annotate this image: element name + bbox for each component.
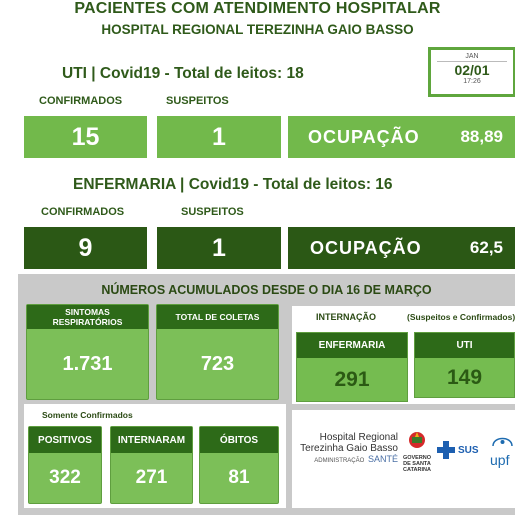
obitos-label: ÓBITOS <box>200 427 278 453</box>
internaram-value: 271 <box>135 467 168 488</box>
date-value: 02/01 <box>454 62 490 78</box>
gov-line3: CATARINA <box>403 467 431 473</box>
logos-panel <box>292 410 515 508</box>
admin-label: ADMINISTRAÇÃO <box>314 458 365 464</box>
page-title: PACIENTES COM ATENDIMENTO HOSPITALAR <box>74 0 441 17</box>
susp-conf-label: (Suspeitos e Confirmados) <box>407 312 515 322</box>
uti-confirmados-label: CONFIRMADOS <box>39 95 123 107</box>
gov-sc-emblem-icon <box>409 432 425 448</box>
page-subtitle: HOSPITAL REGIONAL TEREZINHA GAIO BASSO <box>101 22 414 37</box>
internacao-label: INTERNAÇÃO <box>316 312 376 322</box>
internacao-enfermaria-label: ENFERMARIA <box>297 333 407 358</box>
date-widget: JAN 02/01 17:26 <box>428 47 515 97</box>
enf-suspeitos-box: 1 <box>157 227 281 269</box>
sante-label: SANTÉ <box>367 454 398 464</box>
internaram-label: INTERNARAM <box>111 427 192 453</box>
enf-confirmados-label: CONFIRMADOS <box>41 206 125 218</box>
gov-line1: GOVERNO <box>402 455 432 461</box>
hospital-logo-line1: Hospital Regional <box>319 432 398 443</box>
gov-sc-logo: GOVERNO DE SANTA CATARINA <box>399 430 435 473</box>
internacao-enfermaria-card: ENFERMARIA 291 <box>296 332 408 402</box>
enf-suspeitos-label: SUSPEITOS <box>181 206 244 218</box>
enf-ocupacao-label: OCUPAÇÃO <box>310 237 422 258</box>
internacao-enfermaria-value: 291 <box>334 367 370 391</box>
upf-emblem-icon <box>492 437 513 447</box>
internacao-uti-value: 149 <box>446 365 483 389</box>
acumulados-title: NÚMEROS ACUMULADOS DESDE O DIA 16 DE MAR… <box>101 283 432 297</box>
uti-suspeitos-box: 1 <box>157 116 281 158</box>
uti-title: UTI | Covid19 - Total de leitos: 18 <box>62 65 304 82</box>
upf-logo: upf <box>490 434 515 470</box>
enfermaria-title: ENFERMARIA | Covid19 - Total de leitos: … <box>73 176 393 193</box>
uti-ocupacao-label: OCUPAÇÃO <box>308 126 420 147</box>
sintomas-label: SINTOMAS RESPIRATÓRIOS <box>27 305 148 329</box>
date-month: JAN <box>465 53 479 60</box>
positivos-value: 322 <box>49 467 81 488</box>
hospital-logo-line2: Terezinha Gaio Basso <box>300 443 398 454</box>
uti-ocupacao-box: OCUPAÇÃO 88,89 <box>288 116 515 158</box>
somente-label: Somente Confirmados <box>42 410 133 420</box>
internaram-card: INTERNARAM 271 <box>110 426 193 504</box>
enf-ocupacao-box: OCUPAÇÃO 62,5 <box>288 227 515 269</box>
coletas-card: TOTAL DE COLETAS 723 <box>156 304 279 400</box>
enf-confirmados-box: 9 <box>24 227 147 269</box>
sintomas-value: 1.731 <box>62 352 113 375</box>
internacao-uti-card: UTI 149 <box>414 332 515 398</box>
obitos-card: ÓBITOS 81 <box>199 426 279 504</box>
positivos-label: POSITIVOS <box>29 427 101 453</box>
date-time: 17:26 <box>463 78 481 85</box>
enf-ocupacao-value: 62,5 <box>469 238 503 257</box>
sus-label: SUS <box>458 444 479 456</box>
sus-cross-icon <box>437 441 455 459</box>
internacao-uti-label: UTI <box>415 333 514 358</box>
gov-line2: DE SANTA <box>403 461 431 467</box>
uti-suspeitos-label: SUSPEITOS <box>166 95 229 107</box>
sintomas-card: SINTOMAS RESPIRATÓRIOS 1.731 <box>26 304 149 400</box>
positivos-card: POSITIVOS 322 <box>28 426 102 504</box>
hospital-logo: Hospital Regional Terezinha Gaio Basso A… <box>300 432 398 466</box>
coletas-label: TOTAL DE COLETAS <box>157 305 278 329</box>
upf-label: upf <box>490 452 510 468</box>
sus-logo: SUS <box>436 440 479 460</box>
uti-ocupacao-value: 88,89 <box>460 127 503 146</box>
obitos-value: 81 <box>228 467 250 488</box>
coletas-value: 723 <box>200 352 235 375</box>
uti-confirmados-box: 15 <box>24 116 147 158</box>
